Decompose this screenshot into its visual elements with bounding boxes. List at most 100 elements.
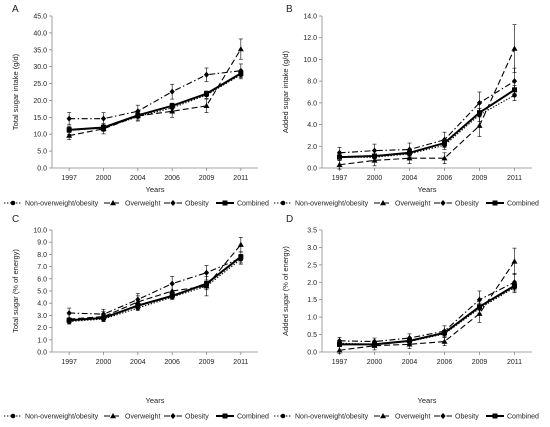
panel-label: B — [286, 4, 293, 15]
y-tick-label: 0.0 — [307, 166, 317, 173]
data-point — [476, 296, 483, 303]
data-point — [66, 127, 72, 133]
chart-panel-b: B 0.0 2.0 4.0 6.0 8.0 10.0 12.0 14.0 1997 2000 2004… — [274, 4, 539, 208]
y-tick-label: 0.0 — [37, 350, 47, 357]
x-tick-label: 2000 — [367, 359, 383, 366]
y-tick-label: 2.0 — [37, 325, 47, 332]
series-line — [69, 70, 241, 120]
y-axis-title: Total sugar (% of energy) — [11, 249, 20, 333]
data-point — [477, 304, 482, 310]
x-axis-title: Years — [146, 185, 165, 194]
data-point — [238, 254, 244, 260]
legend-label: Overweight — [125, 414, 160, 421]
y-tick-label: 0.0 — [307, 350, 317, 357]
series-1 — [66, 70, 244, 135]
y-tick-label: 2.0 — [307, 280, 317, 287]
legend: Non-overweight/obesity Overweight Obesity C… — [4, 413, 269, 421]
series-line — [339, 261, 515, 351]
data-point — [135, 303, 141, 309]
y-tick-label: 5.0 — [37, 149, 47, 156]
data-point — [336, 347, 343, 353]
data-point — [337, 154, 342, 160]
y-axis-title: Added sugar (% of energy) — [281, 246, 290, 336]
series-3 — [336, 273, 518, 346]
legend-marker — [440, 413, 446, 419]
data-point — [371, 157, 378, 163]
x-tick-label: 2011 — [507, 359, 522, 366]
data-point — [511, 45, 518, 51]
y-tick-label: 5.0 — [37, 289, 47, 296]
series-3 — [66, 251, 244, 320]
legend-label: Obesity — [185, 201, 209, 208]
legend-label: Obesity — [455, 201, 479, 208]
y-tick-label: 1.5 — [307, 297, 317, 304]
y-tick-label: 35.0 — [33, 47, 47, 54]
y-tick-label: 8.0 — [37, 252, 47, 259]
x-tick-label: 2011 — [233, 175, 248, 182]
series-1 — [337, 89, 517, 161]
x-tick-label: 2000 — [96, 175, 112, 182]
x-tick-label: 2006 — [437, 359, 453, 366]
data-point — [476, 99, 483, 106]
y-tick-label: 10.0 — [33, 132, 47, 139]
data-point — [203, 71, 210, 78]
x-tick-label: 2009 — [199, 359, 215, 366]
data-point — [406, 155, 413, 161]
legend-marker — [440, 200, 446, 206]
legend: Non-overweight/obesity Overweight Obesity C… — [274, 200, 539, 208]
x-tick-label: 2000 — [96, 359, 112, 366]
x-tick-label: 2004 — [130, 175, 146, 182]
x-tick-label: 1997 — [332, 175, 348, 182]
data-point — [204, 281, 209, 287]
y-tick-label: 40.0 — [33, 30, 47, 37]
data-point — [441, 338, 448, 344]
legend-label: Non-overweight/obesity — [295, 414, 369, 421]
y-tick-label: 14.0 — [303, 14, 317, 21]
data-point — [237, 241, 244, 247]
y-tick-label: 2.0 — [307, 144, 317, 151]
y-tick-label: 0.0 — [37, 166, 47, 173]
x-tick-label: 2009 — [199, 175, 215, 182]
data-point — [476, 122, 483, 128]
y-tick-label: 4.0 — [37, 301, 47, 308]
legend-label: Combined — [237, 201, 269, 208]
legend-marker — [380, 200, 386, 206]
y-tick-label: 25.0 — [33, 81, 47, 88]
y-tick-label: 10.0 — [33, 228, 47, 235]
legend: Non-overweight/obesity Overweight Obesity C… — [4, 200, 269, 208]
panel-label: C — [12, 214, 19, 225]
data-point — [372, 153, 377, 159]
legend-label: Overweight — [395, 201, 430, 208]
data-point — [441, 155, 448, 161]
x-tick-label: 2009 — [472, 359, 488, 366]
legend-label: Obesity — [455, 414, 479, 421]
legend-label: Non-overweight/obesity — [295, 201, 369, 208]
x-tick-label: 2006 — [437, 175, 453, 182]
data-point — [442, 330, 447, 336]
series-line — [339, 80, 515, 154]
data-point — [100, 311, 107, 318]
y-tick-label: 8.0 — [307, 79, 317, 86]
x-tick-label: 2011 — [507, 175, 522, 182]
x-tick-label: 2004 — [402, 175, 418, 182]
series-4 — [66, 254, 244, 323]
series-line — [339, 48, 516, 166]
panel-label: A — [12, 4, 19, 15]
legend-label: Non-overweight/obesity — [25, 201, 99, 208]
y-tick-label: 6.0 — [37, 276, 47, 283]
legend-label: Overweight — [395, 414, 430, 421]
panel-label: D — [286, 214, 293, 225]
data-point — [511, 258, 518, 264]
data-point — [203, 269, 210, 276]
data-point — [169, 293, 175, 299]
series-4 — [337, 281, 517, 347]
data-point — [169, 103, 175, 109]
series-line — [69, 48, 242, 137]
y-tick-label: 10.0 — [303, 57, 317, 64]
data-point — [101, 315, 106, 321]
y-axis-title: Total sugar intake (g/d) — [11, 53, 20, 130]
legend-marker — [380, 413, 386, 419]
legend-marker — [110, 413, 116, 419]
series-3 — [66, 63, 244, 126]
x-axis-title: Years — [146, 396, 165, 405]
